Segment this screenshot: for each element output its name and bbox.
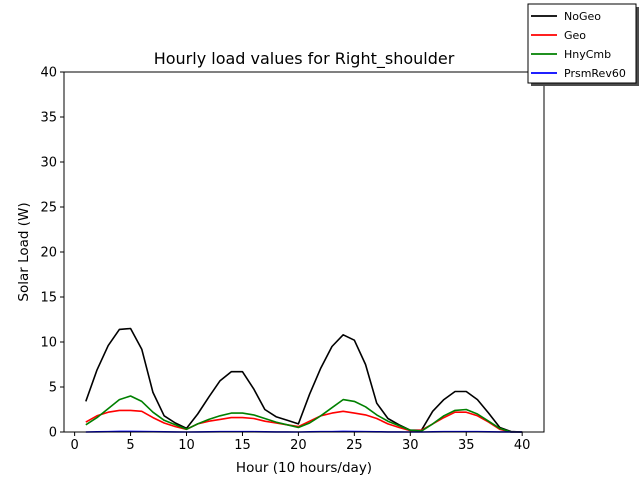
series-line-nogeo xyxy=(85,327,523,433)
x-tick-label: 5 xyxy=(126,438,134,453)
x-tick-label: 0 xyxy=(70,438,78,453)
y-axis-label: Solar Load (W) xyxy=(16,202,32,301)
x-tick-label: 15 xyxy=(234,438,251,453)
y-tick-label: 30 xyxy=(40,156,57,171)
y-tick-label: 0 xyxy=(49,426,57,441)
x-axis-ticks: 0 5 10 15 20 25 30 35 40 xyxy=(70,432,530,453)
y-axis-ticks: 0 5 10 15 20 25 30 35 40 xyxy=(40,66,64,441)
series-line-geo xyxy=(85,409,523,433)
y-tick-label: 25 xyxy=(40,201,57,216)
x-tick-label: 40 xyxy=(514,438,531,453)
x-tick-label: 35 xyxy=(458,438,475,453)
legend-label-prsmrev60: PrsmRev60 xyxy=(564,67,626,80)
series-line-hnycmb xyxy=(85,395,523,433)
legend-label-hnycmb: HnyCmb xyxy=(564,48,611,61)
legend-box xyxy=(527,3,637,84)
y-tick-label: 5 xyxy=(49,381,57,396)
y-tick-label: 15 xyxy=(40,291,57,306)
x-tick-label: 10 xyxy=(178,438,195,453)
legend-label-nogeo: NoGeo xyxy=(564,10,601,23)
chart-title: Hourly load values for Right_shoulder xyxy=(154,49,455,69)
y-tick-label: 20 xyxy=(40,246,57,261)
y-tick-label: 10 xyxy=(40,336,57,351)
y-tick-label: 35 xyxy=(40,111,57,126)
x-tick-label: 25 xyxy=(346,438,363,453)
legend-label-geo: Geo xyxy=(564,29,586,42)
y-tick-label: 40 xyxy=(40,66,57,81)
x-axis-label: Hour (10 hours/day) xyxy=(236,460,372,476)
x-tick-label: 20 xyxy=(290,438,307,453)
x-tick-label: 30 xyxy=(402,438,419,453)
legend: NoGeo Geo HnyCmb PrsmRev60 xyxy=(527,3,639,86)
